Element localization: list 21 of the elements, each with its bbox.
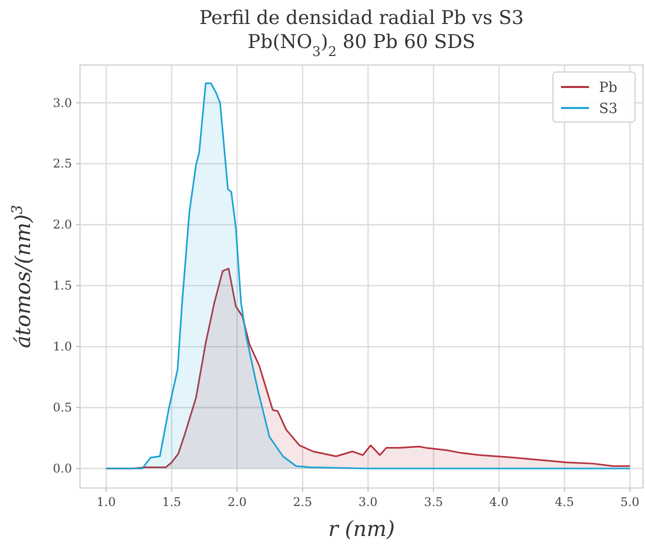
legend-label: Pb [599,80,618,96]
chart-subtitle: Pb(NO$_{3}$)$_{2}$ 80 Pb 60 SDS [248,31,476,60]
y-tick-label: 3.0 [52,96,72,110]
x-tick-label: 4.5 [554,495,574,509]
y-tick-label: 1.0 [52,340,72,354]
x-tick-label: 5.0 [620,495,640,509]
x-tick-label: 3.5 [424,495,444,509]
chart-title: Perfil de densidad radial Pb vs S3 [199,7,524,29]
y-tick-label: 2.0 [52,218,72,232]
y-tick-label: 1.5 [52,278,72,293]
x-tick-label: 3.0 [358,495,378,509]
x-axis-title: r (nm) [328,517,395,541]
y-tick-label: 0.5 [52,400,72,415]
x-tick-label: 2.5 [293,495,312,509]
x-tick-label: 1.0 [96,495,116,509]
x-tick-label: 2.0 [228,495,247,509]
x-tick-label: 1.5 [162,495,182,509]
x-tick-label: 4.0 [489,495,509,509]
y-tick-label: 2.5 [52,156,72,171]
y-tick-label: 0.0 [52,461,72,476]
legend-label: S3 [599,101,618,117]
